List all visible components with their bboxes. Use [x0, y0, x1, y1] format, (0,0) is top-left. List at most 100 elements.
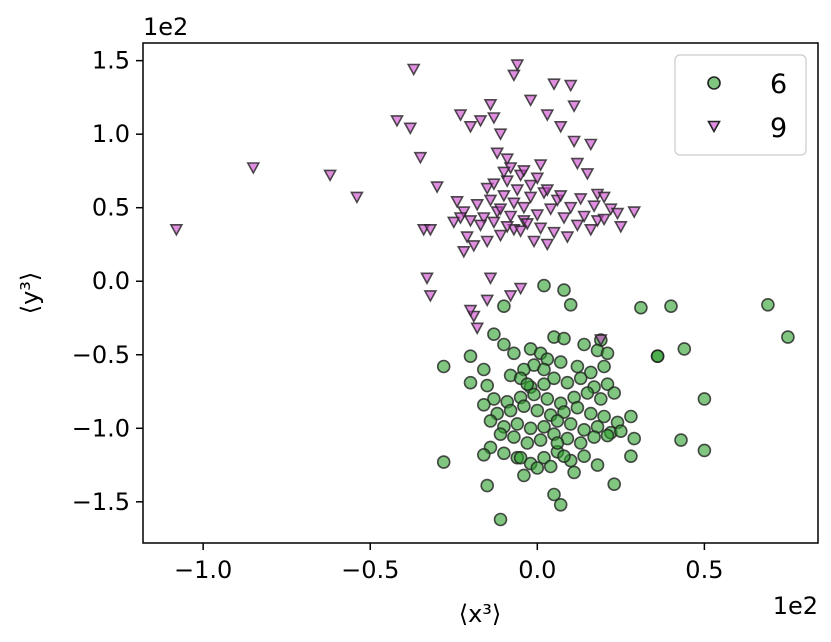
data-point-series-6: [520, 377, 535, 392]
data-point-series-6: [597, 359, 611, 374]
data-point-series-9: [500, 175, 515, 188]
legend-box: [674, 54, 807, 156]
data-point-series-6: [583, 406, 598, 421]
data-point-series-6: [537, 450, 551, 465]
data-point-series-9: [583, 224, 598, 237]
data-point-series-9: [597, 213, 611, 227]
data-point-series-6: [537, 419, 551, 434]
series-9: [169, 59, 642, 347]
data-point-series-9: [563, 201, 578, 215]
data-point-series-6: [600, 346, 615, 361]
data-point-series-6: [480, 378, 495, 393]
data-point-series-6: [553, 355, 568, 369]
data-point-series-6: [570, 400, 585, 415]
data-point-series-6: [600, 428, 615, 443]
data-point-series-9: [567, 100, 581, 113]
data-point-series-9: [480, 294, 495, 308]
data-point-series-6: [570, 359, 585, 374]
data-point-series-9: [476, 212, 491, 225]
data-point-series-9: [570, 157, 585, 171]
x-tick-label: −1.0: [174, 556, 232, 584]
data-point-series-6: [483, 414, 498, 428]
data-point-series-9: [627, 206, 642, 219]
data-point-series-6: [537, 362, 551, 377]
data-point-series-9: [523, 94, 538, 108]
data-point-series-9: [513, 225, 528, 238]
data-point-series-6: [533, 433, 548, 447]
data-point-series-6: [537, 377, 551, 392]
plot-frame: [142, 42, 819, 544]
legend: 6 9: [674, 54, 807, 156]
y-tick-label: −1.0: [72, 414, 130, 442]
data-point-series-9: [246, 162, 261, 175]
data-point-series-9: [490, 147, 505, 160]
data-point-series-6: [674, 433, 688, 447]
data-point-series-6: [517, 399, 531, 414]
data-point-series-6: [497, 299, 511, 314]
y-tick-label: −1.5: [72, 488, 130, 516]
x-tick-label: −0.5: [341, 556, 399, 584]
data-point-series-6: [557, 449, 571, 464]
data-point-series-6: [497, 446, 511, 461]
data-point-series-9: [466, 240, 481, 253]
data-point-series-6: [593, 392, 608, 406]
data-point-series-6: [513, 450, 528, 465]
data-point-series-9: [533, 222, 548, 235]
data-point-series-9: [510, 184, 525, 197]
data-point-series-9: [527, 235, 541, 249]
data-point-series-6: [580, 386, 595, 400]
data-point-series-9: [500, 153, 515, 166]
data-point-series-6: [627, 431, 642, 446]
data-point-series-9: [480, 235, 495, 249]
data-point-series-6: [436, 455, 451, 469]
data-point-series-6: [600, 377, 615, 392]
data-point-series-6: [583, 365, 598, 380]
points-layer: [169, 59, 795, 527]
data-point-series-9: [610, 207, 625, 221]
data-point-series-9: [453, 212, 468, 225]
x-tick-label: 0.5: [685, 556, 723, 584]
data-point-series-6: [497, 337, 511, 352]
data-point-series-9: [547, 226, 561, 240]
data-point-series-6: [530, 461, 545, 475]
data-point-series-9: [390, 115, 404, 128]
data-point-series-9: [577, 210, 591, 224]
legend-marker-series-6: [707, 76, 721, 90]
data-point-series-6: [677, 342, 692, 356]
data-point-series-6: [607, 477, 622, 492]
data-point-series-9: [480, 182, 495, 196]
data-point-series-9: [463, 304, 478, 318]
data-point-series-6: [697, 392, 712, 406]
data-point-series-6: [507, 430, 521, 444]
data-point-series-6: [550, 414, 565, 428]
y-scale-label: 1e2: [143, 13, 188, 41]
y-tick-label: −0.5: [72, 341, 130, 369]
data-point-series-9: [453, 109, 468, 122]
data-point-series-9: [517, 165, 531, 178]
data-point-series-9: [493, 229, 508, 243]
data-point-series-9: [543, 203, 558, 216]
data-point-series-9: [450, 196, 464, 209]
data-point-series-9: [567, 135, 581, 149]
y-tick-label: 1.0: [92, 120, 130, 148]
data-point-series-9: [487, 178, 501, 191]
data-point-series-9: [540, 238, 555, 252]
data-point-series-9: [406, 63, 421, 77]
data-point-series-6: [557, 405, 571, 419]
data-point-series-9: [423, 224, 438, 237]
data-point-series-9: [487, 112, 501, 125]
data-point-series-6: [547, 487, 561, 502]
data-point-series-6: [493, 512, 508, 527]
data-point-series-9: [583, 138, 598, 152]
data-point-series-6: [557, 283, 571, 297]
data-point-series-9: [573, 193, 588, 206]
data-point-series-6: [530, 403, 545, 418]
data-point-series-9: [580, 168, 595, 181]
data-point-series-9: [553, 190, 568, 203]
data-point-series-9: [597, 191, 611, 205]
data-point-series-6: [567, 465, 581, 480]
legend-label-series-9: 9: [770, 113, 787, 144]
data-point-series-6: [480, 478, 495, 493]
data-point-series-9: [530, 172, 545, 185]
data-point-series-9: [560, 231, 575, 244]
